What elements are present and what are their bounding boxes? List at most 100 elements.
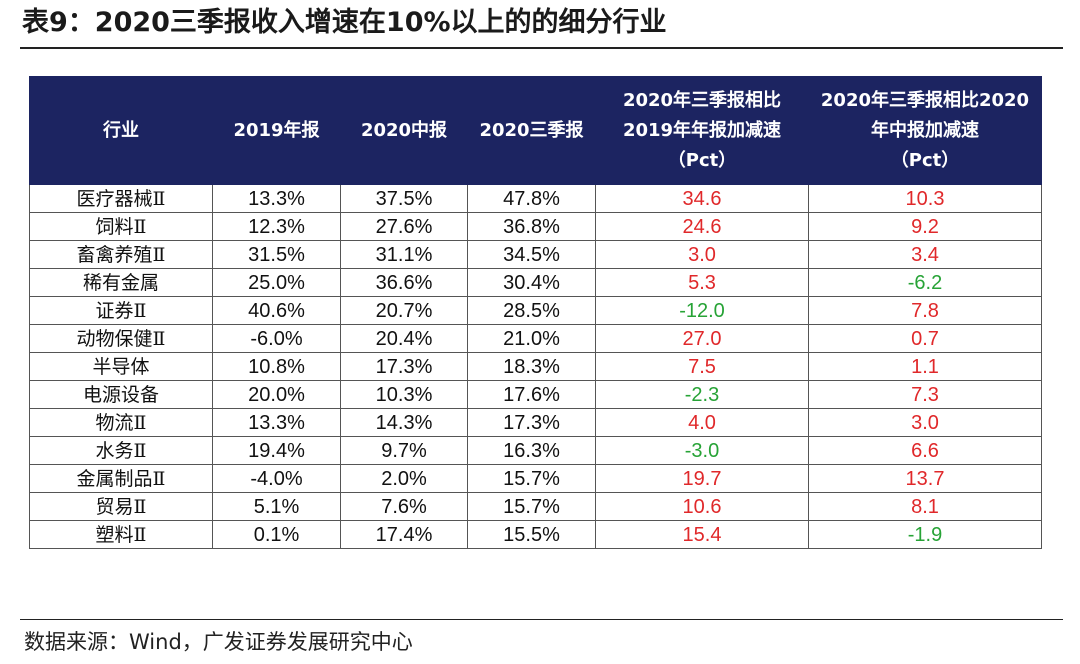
table-title: 表9：2020三季报收入增速在10%以上的的细分行业 xyxy=(22,7,667,38)
table-row: 证券Ⅱ 40.6% 20.7% 28.5% -12.0 7.8 xyxy=(29,296,1042,325)
cell-2020-q3: 28.5% xyxy=(467,296,596,325)
cell-change-vs-2019: 15.4 xyxy=(595,520,809,549)
cell-2019-annual: 31.5% xyxy=(212,240,341,269)
cell-2019-annual: 40.6% xyxy=(212,296,341,325)
cell-2019-annual: 20.0% xyxy=(212,380,341,409)
header-change-vs-2019: 2020年三季报相比 2019年年报加减速 （Pct） xyxy=(595,76,809,185)
cell-2020-interim: 10.3% xyxy=(340,380,468,409)
cell-industry: 贸易Ⅱ xyxy=(29,492,213,521)
cell-2020-interim: 2.0% xyxy=(340,464,468,493)
table-row: 半导体 10.8% 17.3% 18.3% 7.5 1.1 xyxy=(29,352,1042,381)
header-2020-q3: 2020三季报 xyxy=(467,76,596,185)
cell-change-vs-interim: 8.1 xyxy=(808,492,1042,521)
table-header-row: 行业 2019年报 2020中报 2020三季报 2020年三季报相比 2019… xyxy=(29,76,1042,185)
cell-change-vs-2019: 34.6 xyxy=(595,184,809,213)
title-divider xyxy=(20,47,1063,49)
cell-change-vs-interim: 7.8 xyxy=(808,296,1042,325)
table-row: 物流Ⅱ 13.3% 14.3% 17.3% 4.0 3.0 xyxy=(29,408,1042,437)
source-note: 数据来源：Wind，广发证券发展研究中心 xyxy=(24,630,413,654)
cell-change-vs-interim: 13.7 xyxy=(808,464,1042,493)
cell-2020-interim: 27.6% xyxy=(340,212,468,241)
cell-2020-q3: 47.8% xyxy=(467,184,596,213)
cell-change-vs-interim: -1.9 xyxy=(808,520,1042,549)
table-row: 电源设备 20.0% 10.3% 17.6% -2.3 7.3 xyxy=(29,380,1042,409)
cell-change-vs-interim: 7.3 xyxy=(808,380,1042,409)
cell-change-vs-2019: -2.3 xyxy=(595,380,809,409)
cell-2020-q3: 15.7% xyxy=(467,464,596,493)
cell-industry: 证券Ⅱ xyxy=(29,296,213,325)
cell-2020-q3: 17.3% xyxy=(467,408,596,437)
cell-2020-interim: 20.4% xyxy=(340,324,468,353)
table-row: 畜禽养殖Ⅱ 31.5% 31.1% 34.5% 3.0 3.4 xyxy=(29,240,1042,269)
cell-change-vs-interim: 9.2 xyxy=(808,212,1042,241)
cell-2019-annual: 12.3% xyxy=(212,212,341,241)
cell-2020-interim: 14.3% xyxy=(340,408,468,437)
cell-change-vs-interim: 6.6 xyxy=(808,436,1042,465)
cell-change-vs-interim: 3.0 xyxy=(808,408,1042,437)
cell-change-vs-2019: 24.6 xyxy=(595,212,809,241)
cell-2020-interim: 17.3% xyxy=(340,352,468,381)
cell-change-vs-interim: 1.1 xyxy=(808,352,1042,381)
cell-2020-interim: 9.7% xyxy=(340,436,468,465)
cell-2020-q3: 18.3% xyxy=(467,352,596,381)
table-row: 稀有金属 25.0% 36.6% 30.4% 5.3 -6.2 xyxy=(29,268,1042,297)
table-row: 水务Ⅱ 19.4% 9.7% 16.3% -3.0 6.6 xyxy=(29,436,1042,465)
cell-2019-annual: -4.0% xyxy=(212,464,341,493)
cell-2020-q3: 34.5% xyxy=(467,240,596,269)
cell-change-vs-interim: 0.7 xyxy=(808,324,1042,353)
cell-2019-annual: -6.0% xyxy=(212,324,341,353)
cell-2019-annual: 13.3% xyxy=(212,184,341,213)
header-industry: 行业 xyxy=(29,76,213,185)
cell-change-vs-2019: 4.0 xyxy=(595,408,809,437)
cell-change-vs-2019: 5.3 xyxy=(595,268,809,297)
cell-change-vs-2019: 27.0 xyxy=(595,324,809,353)
cell-2019-annual: 19.4% xyxy=(212,436,341,465)
cell-2019-annual: 0.1% xyxy=(212,520,341,549)
cell-industry: 物流Ⅱ xyxy=(29,408,213,437)
cell-2020-interim: 7.6% xyxy=(340,492,468,521)
table-row: 贸易Ⅱ 5.1% 7.6% 15.7% 10.6 8.1 xyxy=(29,492,1042,521)
cell-2020-interim: 37.5% xyxy=(340,184,468,213)
cell-2019-annual: 5.1% xyxy=(212,492,341,521)
cell-industry: 稀有金属 xyxy=(29,268,213,297)
cell-industry: 饲料Ⅱ xyxy=(29,212,213,241)
cell-industry: 畜禽养殖Ⅱ xyxy=(29,240,213,269)
cell-2020-q3: 15.7% xyxy=(467,492,596,521)
cell-change-vs-2019: -12.0 xyxy=(595,296,809,325)
table-row: 塑料Ⅱ 0.1% 17.4% 15.5% 15.4 -1.9 xyxy=(29,520,1042,549)
cell-change-vs-2019: 3.0 xyxy=(595,240,809,269)
cell-industry: 电源设备 xyxy=(29,380,213,409)
cell-2020-interim: 17.4% xyxy=(340,520,468,549)
table-row: 医疗器械Ⅱ 13.3% 37.5% 47.8% 34.6 10.3 xyxy=(29,184,1042,213)
cell-industry: 动物保健Ⅱ xyxy=(29,324,213,353)
cell-industry: 金属制品Ⅱ xyxy=(29,464,213,493)
cell-industry: 医疗器械Ⅱ xyxy=(29,184,213,213)
cell-2020-q3: 17.6% xyxy=(467,380,596,409)
header-2020-interim: 2020中报 xyxy=(340,76,468,185)
cell-change-vs-2019: 10.6 xyxy=(595,492,809,521)
cell-2019-annual: 13.3% xyxy=(212,408,341,437)
table-body: 医疗器械Ⅱ 13.3% 37.5% 47.8% 34.6 10.3 饲料Ⅱ 12.3% 27.6… xyxy=(29,184,1042,549)
table-row: 饲料Ⅱ 12.3% 27.6% 36.8% 24.6 9.2 xyxy=(29,212,1042,241)
table-row: 金属制品Ⅱ -4.0% 2.0% 15.7% 19.7 13.7 xyxy=(29,464,1042,493)
cell-2020-interim: 36.6% xyxy=(340,268,468,297)
source-divider xyxy=(20,619,1063,620)
cell-industry: 水务Ⅱ xyxy=(29,436,213,465)
cell-industry: 塑料Ⅱ xyxy=(29,520,213,549)
cell-change-vs-interim: 3.4 xyxy=(808,240,1042,269)
cell-change-vs-interim: 10.3 xyxy=(808,184,1042,213)
cell-industry: 半导体 xyxy=(29,352,213,381)
cell-2019-annual: 10.8% xyxy=(212,352,341,381)
header-2019-annual: 2019年报 xyxy=(212,76,341,185)
cell-change-vs-2019: -3.0 xyxy=(595,436,809,465)
cell-2019-annual: 25.0% xyxy=(212,268,341,297)
cell-2020-q3: 21.0% xyxy=(467,324,596,353)
cell-2020-q3: 16.3% xyxy=(467,436,596,465)
industry-growth-table: 行业 2019年报 2020中报 2020三季报 2020年三季报相比 2019… xyxy=(29,76,1042,549)
cell-2020-q3: 36.8% xyxy=(467,212,596,241)
cell-change-vs-2019: 7.5 xyxy=(595,352,809,381)
cell-change-vs-2019: 19.7 xyxy=(595,464,809,493)
cell-2020-interim: 20.7% xyxy=(340,296,468,325)
table-row: 动物保健Ⅱ -6.0% 20.4% 21.0% 27.0 0.7 xyxy=(29,324,1042,353)
cell-2020-q3: 15.5% xyxy=(467,520,596,549)
